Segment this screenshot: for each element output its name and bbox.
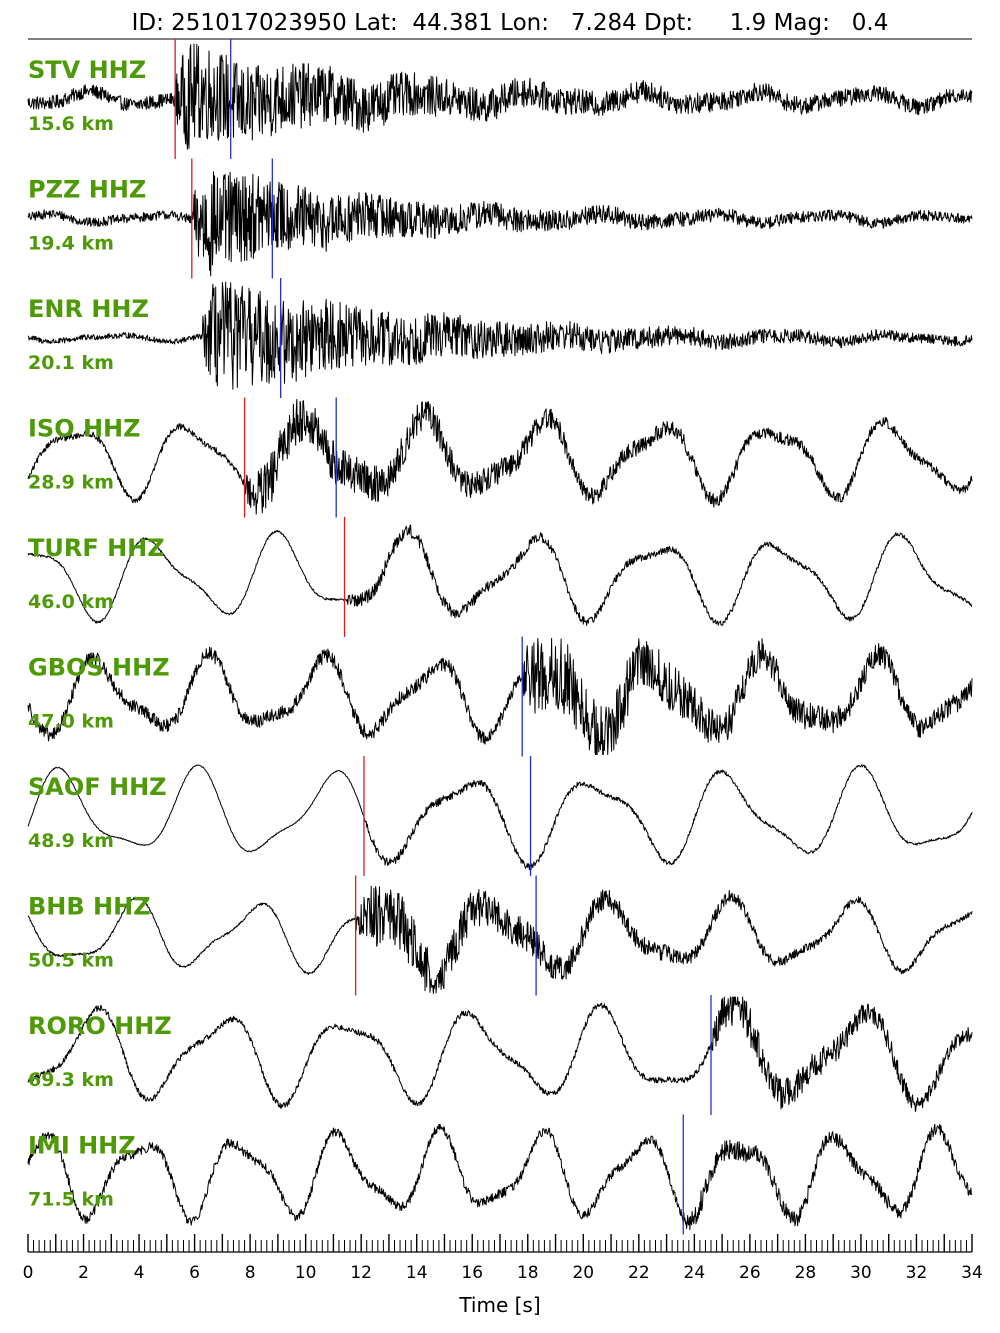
station-name-label: SAOF HHZ	[28, 773, 167, 801]
x-tick-label: 10	[295, 1263, 317, 1283]
waveform-line	[27, 171, 973, 277]
waveform-line	[27, 996, 973, 1112]
waveform-line	[27, 764, 973, 871]
station-trace-gbos: GBOS HHZ 47.0 km	[27, 636, 973, 757]
station-trace-enr: ENR HHZ 20.1 km	[27, 278, 973, 398]
waveform-line	[27, 638, 973, 755]
x-tick-label: 0	[23, 1263, 34, 1283]
station-distance-label: 48.9 km	[28, 830, 114, 852]
station-trace-imi: IMI HHZ 71.5 km	[27, 1114, 973, 1235]
x-tick-label: 12	[350, 1263, 372, 1283]
station-name-label: TURF HHZ	[28, 534, 165, 562]
x-tick-label: 22	[628, 1263, 650, 1283]
station-distance-label: 50.5 km	[28, 950, 114, 972]
x-tick-label: 14	[406, 1263, 428, 1283]
x-tick-label: 8	[245, 1263, 256, 1283]
waveform-line	[27, 524, 972, 626]
station-distance-label: 28.9 km	[28, 472, 114, 494]
station-distance-label: 69.3 km	[28, 1069, 114, 1091]
waveform-line	[27, 1123, 973, 1231]
x-tick-label: 30	[850, 1263, 872, 1283]
station-distance-label: 47.0 km	[28, 711, 114, 733]
station-trace-saof: SAOF HHZ 48.9 km	[27, 756, 973, 876]
x-tick-label: 16	[461, 1263, 483, 1283]
station-name-label: PZZ HHZ	[28, 176, 146, 204]
station-distance-label: 15.6 km	[28, 113, 114, 135]
x-tick-label: 24	[684, 1263, 706, 1283]
x-tick-label: 18	[517, 1263, 539, 1283]
x-tick-label: 2	[78, 1263, 89, 1283]
station-name-label: IMI HHZ	[28, 1132, 136, 1160]
station-trace-bhb: BHB HHZ 50.5 km	[27, 875, 973, 996]
x-tick-label: 32	[906, 1263, 928, 1283]
station-name-label: BHB HHZ	[28, 893, 151, 921]
x-tick-label: 20	[572, 1263, 594, 1283]
station-name-label: RORO HHZ	[28, 1012, 172, 1040]
station-trace-roro: RORO HHZ 69.3 km	[27, 995, 973, 1115]
x-tick-label: 26	[739, 1263, 761, 1283]
station-trace-turf: TURF HHZ 46.0 km	[27, 517, 972, 637]
x-tick-label: 28	[795, 1263, 817, 1283]
waveform-line	[27, 281, 973, 390]
x-axis-label: Time [s]	[458, 1293, 540, 1317]
station-name-label: STV HHZ	[28, 56, 146, 84]
station-trace-iso: ISO HHZ 28.9 km	[27, 397, 973, 518]
station-name-label: GBOS HHZ	[28, 654, 170, 682]
waveform-line	[27, 885, 973, 994]
station-trace-stv: STV HHZ 15.6 km	[27, 39, 973, 159]
station-distance-label: 71.5 km	[28, 1189, 114, 1211]
time-axis: 0 2 4 6 8 10 12 14 16 18 20 22 24 26 28 30 32 34	[23, 1234, 983, 1283]
waveform-line	[27, 43, 973, 150]
x-tick-label: 4	[134, 1263, 145, 1283]
x-tick-label: 34	[961, 1263, 983, 1283]
waveform-line	[27, 399, 973, 515]
station-distance-label: 19.4 km	[28, 233, 114, 255]
station-distance-label: 20.1 km	[28, 352, 114, 374]
x-tick-label: 6	[189, 1263, 200, 1283]
event-title: ID: 251017023950 Lat: 44.381 Lon: 7.284 …	[132, 10, 889, 36]
station-name-label: ENR HHZ	[28, 295, 149, 323]
station-trace-pzz: PZZ HHZ 19.4 km	[27, 158, 973, 279]
trace-panel: STV HHZ 15.6 km PZZ HHZ 19.4 km ENR HHZ 20.1 …	[27, 39, 973, 1235]
station-name-label: ISO HHZ	[28, 415, 141, 443]
station-distance-label: 46.0 km	[28, 591, 114, 613]
